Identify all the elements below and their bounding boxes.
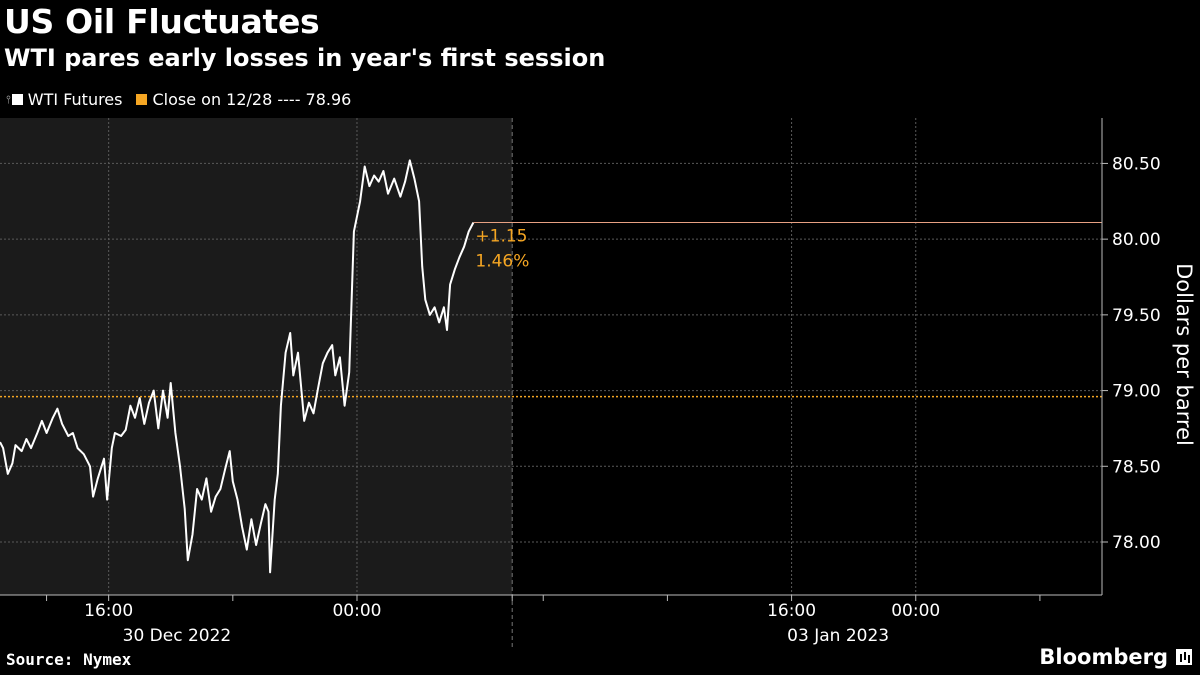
y-tick-label: 79.50 [1112, 306, 1161, 326]
legend-label-close: Close on 12/28 ---- 78.96 [152, 90, 352, 109]
x-tick-label: 00:00 [891, 601, 940, 621]
legend-item-wti: ⫯ WTI Futures [6, 90, 122, 109]
legend-swatch-close [136, 94, 148, 105]
y-axis-label: Dollars per barrel [1172, 263, 1196, 446]
chart-subtitle: WTI pares early losses in year's first s… [4, 44, 606, 72]
x-tick-label: 16:00 [84, 601, 133, 621]
shaded-session-region [0, 118, 513, 595]
source-note: Source: Nymex [6, 650, 132, 669]
x-date-label: 30 Dec 2022 [123, 626, 232, 646]
legend-item-close: Close on 12/28 ---- 78.96 [136, 90, 351, 109]
futures-icon: ⫯ [6, 92, 11, 106]
bloomberg-logo: Bloomberg [1039, 645, 1192, 669]
wti-futures-line [0, 159, 475, 574]
percent-annotation: 1.46% [475, 251, 529, 271]
chart-title: US Oil Fluctuates [4, 2, 320, 41]
x-tick-label: 00:00 [332, 601, 381, 621]
legend-swatch-wti [11, 94, 23, 105]
y-tick-label: 78.00 [1112, 533, 1161, 553]
y-tick-label: 78.50 [1112, 457, 1161, 477]
x-tick-label: 16:00 [767, 601, 816, 621]
brand-name: Bloomberg [1039, 645, 1168, 669]
y-tick-label: 80.50 [1112, 154, 1161, 174]
legend-label-wti: WTI Futures [27, 90, 123, 109]
legend: ⫯ WTI Futures Close on 12/28 ---- 78.96 [6, 90, 365, 109]
x-date-label: 03 Jan 2023 [787, 626, 889, 646]
change-annotation: +1.15 [475, 226, 527, 246]
y-tick-label: 79.00 [1112, 382, 1161, 402]
bloomberg-icon [1176, 649, 1192, 665]
y-tick-label: 80.00 [1112, 230, 1161, 250]
